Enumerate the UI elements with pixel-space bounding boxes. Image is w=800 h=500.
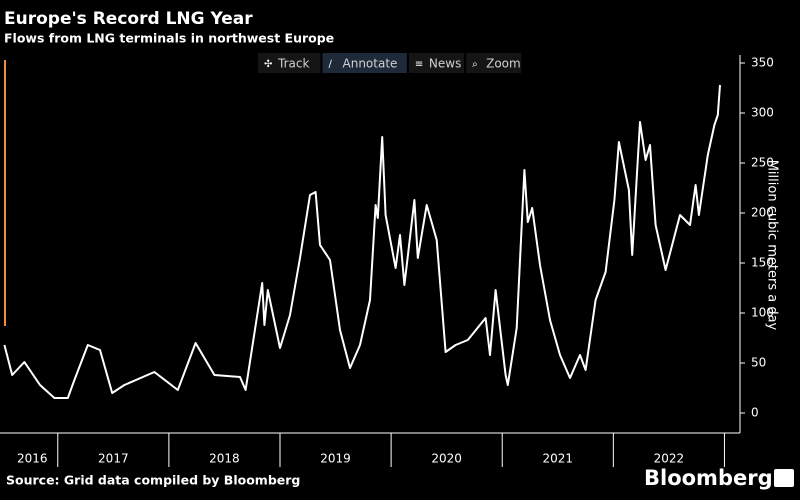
line bbox=[3, 84, 721, 399]
toolbar-button[interactable] bbox=[408, 53, 465, 73]
chart-title: Europe's Record LNG Year bbox=[4, 9, 253, 29]
toolbar-label[interactable]: Track bbox=[277, 57, 309, 71]
toolbar-label[interactable]: Zoom bbox=[486, 57, 521, 71]
x-tick-label: 2022 bbox=[654, 452, 685, 466]
toolbar-button[interactable] bbox=[466, 53, 522, 73]
toolbar-icon: ⌕ bbox=[472, 59, 478, 70]
x-tick-label: 2020 bbox=[431, 452, 462, 466]
y-tick-label: 150 bbox=[751, 256, 774, 270]
brand: Bloomberg bbox=[644, 466, 773, 490]
x-tick-label: 2018 bbox=[209, 452, 240, 466]
y-tick-label: 0 bbox=[751, 406, 759, 420]
x-tick-label: 2016 bbox=[17, 452, 48, 466]
x-tick-label: 2019 bbox=[320, 452, 351, 466]
toolbar: ✣ Track ∕ Annotate ≡ News ⌕ Zoom bbox=[258, 53, 522, 73]
brand-icon bbox=[774, 469, 794, 487]
side-marker bbox=[4, 60, 6, 326]
x-tick-label: 2017 bbox=[98, 452, 129, 466]
x-tick-label: 2021 bbox=[543, 452, 574, 466]
y-tick-label: 200 bbox=[751, 206, 774, 220]
toolbar-button[interactable] bbox=[322, 53, 407, 73]
y-tick-label: 350 bbox=[751, 56, 774, 70]
toolbar-icon: ∕ bbox=[329, 59, 333, 70]
y-tick-label: 300 bbox=[751, 106, 774, 120]
chart-subtitle: Flows from LNG terminals in northwest Eu… bbox=[4, 31, 334, 46]
toolbar-label[interactable]: News bbox=[429, 57, 461, 71]
toolbar-label[interactable]: Annotate bbox=[343, 57, 398, 71]
source: Source: Grid data compiled by Bloomberg bbox=[6, 473, 300, 488]
toolbar-icon: ≡ bbox=[415, 59, 423, 70]
toolbar-icon: ✣ bbox=[264, 59, 272, 70]
y-tick-label: 50 bbox=[751, 356, 766, 370]
y-tick-label: 250 bbox=[751, 156, 774, 170]
toolbar-button[interactable] bbox=[258, 53, 321, 73]
y-tick-label: 100 bbox=[751, 306, 774, 320]
y-axis-label: Million cubic meters a day bbox=[765, 160, 780, 331]
